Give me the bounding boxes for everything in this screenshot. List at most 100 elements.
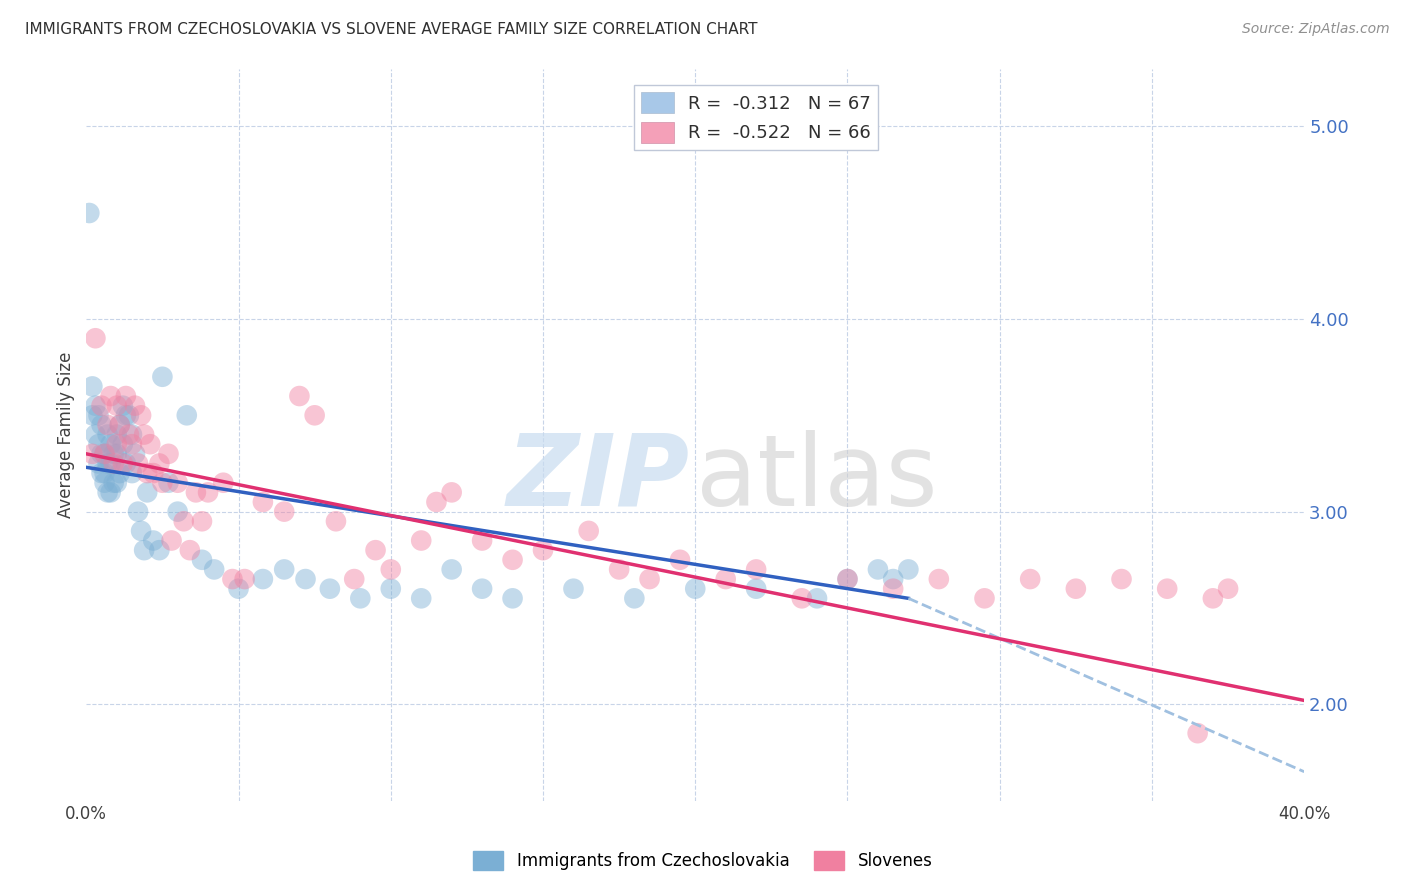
Point	[84, 331, 107, 345]
Point	[562, 582, 585, 596]
Point	[136, 466, 159, 480]
Text: Source: ZipAtlas.com: Source: ZipAtlas.com	[1241, 22, 1389, 37]
Point	[93, 466, 115, 480]
Point	[90, 447, 112, 461]
Point	[294, 572, 316, 586]
Point	[1216, 582, 1239, 596]
Text: ZIP: ZIP	[506, 430, 689, 527]
Point	[440, 485, 463, 500]
Point	[273, 505, 295, 519]
Point	[148, 543, 170, 558]
Point	[152, 369, 174, 384]
Point	[1202, 591, 1225, 606]
Point	[121, 437, 143, 451]
Point	[93, 475, 115, 490]
Point	[124, 447, 146, 461]
Point	[127, 505, 149, 519]
Text: atlas: atlas	[696, 430, 938, 527]
Point	[84, 427, 107, 442]
Point	[252, 572, 274, 586]
Point	[100, 437, 122, 451]
Point	[103, 475, 125, 490]
Point	[108, 417, 131, 432]
Point	[93, 447, 115, 461]
Point	[115, 457, 138, 471]
Point	[115, 389, 138, 403]
Point	[97, 417, 120, 432]
Point	[160, 533, 183, 548]
Point	[714, 572, 737, 586]
Point	[148, 457, 170, 471]
Point	[105, 427, 128, 442]
Point	[411, 591, 433, 606]
Point	[87, 457, 110, 471]
Point	[121, 427, 143, 442]
Point	[202, 562, 225, 576]
Point	[1019, 572, 1042, 586]
Legend: Immigrants from Czechoslovakia, Slovenes: Immigrants from Czechoslovakia, Slovenes	[467, 844, 939, 877]
Point	[108, 466, 131, 480]
Point	[103, 447, 125, 461]
Point	[103, 457, 125, 471]
Point	[319, 582, 342, 596]
Point	[411, 533, 433, 548]
Point	[425, 495, 447, 509]
Point	[121, 466, 143, 480]
Point	[440, 562, 463, 576]
Point	[82, 447, 104, 461]
Point	[973, 591, 995, 606]
Point	[118, 409, 141, 423]
Point	[142, 466, 165, 480]
Point	[105, 475, 128, 490]
Point	[502, 591, 524, 606]
Point	[221, 572, 243, 586]
Point	[97, 427, 120, 442]
Point	[93, 447, 115, 461]
Point	[157, 475, 180, 490]
Point	[325, 514, 347, 528]
Point	[166, 505, 188, 519]
Point	[578, 524, 600, 538]
Point	[87, 437, 110, 451]
Point	[288, 389, 311, 403]
Point	[1064, 582, 1087, 596]
Point	[90, 399, 112, 413]
Point	[228, 582, 250, 596]
Point	[111, 457, 134, 471]
Point	[623, 591, 645, 606]
Point	[100, 457, 122, 471]
Point	[806, 591, 828, 606]
Point	[97, 457, 120, 471]
Point	[127, 457, 149, 471]
Point	[105, 437, 128, 451]
Point	[790, 591, 813, 606]
Point	[252, 495, 274, 509]
Point	[343, 572, 366, 586]
Point	[134, 427, 156, 442]
Point	[166, 475, 188, 490]
Point	[866, 562, 889, 576]
Point	[157, 447, 180, 461]
Point	[745, 582, 768, 596]
Point	[882, 572, 904, 586]
Legend: R =  -0.312   N = 67, R =  -0.522   N = 66: R = -0.312 N = 67, R = -0.522 N = 66	[634, 85, 879, 150]
Point	[111, 399, 134, 413]
Point	[129, 524, 152, 538]
Point	[191, 553, 214, 567]
Point	[184, 485, 207, 500]
Point	[607, 562, 630, 576]
Point	[191, 514, 214, 528]
Point	[100, 389, 122, 403]
Point	[115, 409, 138, 423]
Point	[97, 485, 120, 500]
Point	[1156, 582, 1178, 596]
Point	[139, 437, 162, 451]
Point	[82, 379, 104, 393]
Point	[179, 543, 201, 558]
Point	[745, 562, 768, 576]
Point	[349, 591, 371, 606]
Point	[669, 553, 692, 567]
Point	[837, 572, 859, 586]
Point	[233, 572, 256, 586]
Point	[87, 409, 110, 423]
